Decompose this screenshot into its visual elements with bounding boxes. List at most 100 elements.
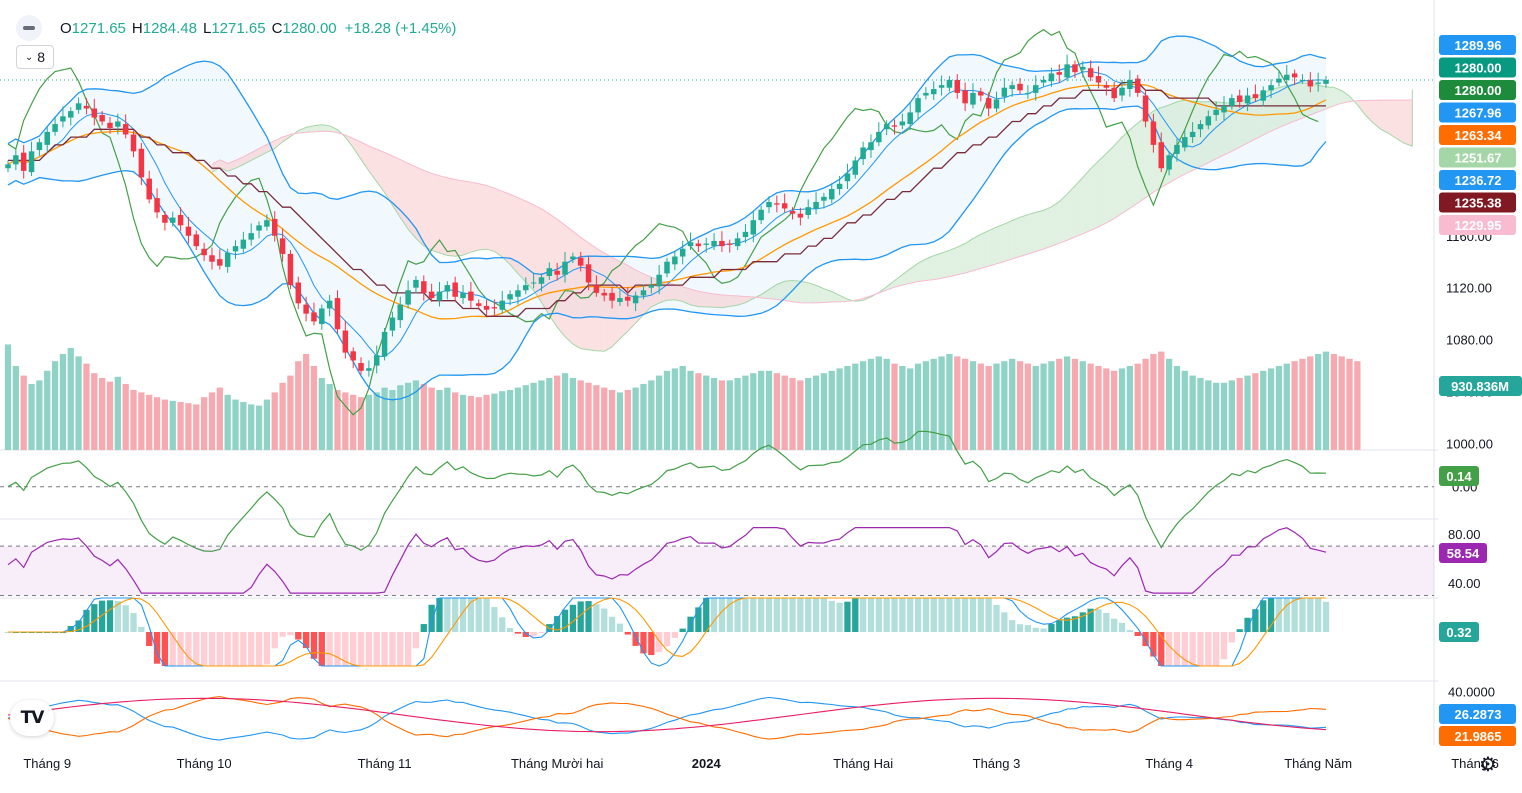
candle-body xyxy=(781,203,788,209)
ichimoku-cloud-segment xyxy=(486,185,495,252)
volume-bar xyxy=(232,399,239,450)
macd-histogram-bar xyxy=(373,632,380,666)
rsi-line xyxy=(7,526,1327,594)
volume-bar xyxy=(99,378,106,450)
ichimoku-cloud-segment xyxy=(1098,153,1107,227)
macd-histogram-bar xyxy=(859,598,867,632)
tradingview-logo-icon[interactable]: TV xyxy=(10,700,54,736)
ichimoku-cloud-segment xyxy=(329,125,338,133)
candle-body xyxy=(1213,109,1219,115)
price-label: 1235.38 xyxy=(1455,196,1502,211)
macd-histogram-bar xyxy=(797,598,804,632)
ichimoku-cloud-segment xyxy=(682,286,691,305)
macd-histogram-bar xyxy=(483,598,490,632)
ichimoku-cloud-segment xyxy=(918,258,926,282)
macd-histogram-bar xyxy=(679,628,686,632)
macd-histogram-bar xyxy=(459,598,467,632)
volume-bar xyxy=(993,363,1000,450)
price-axis-tick: 1120.00 xyxy=(1446,281,1492,296)
dmi-plus-label-box xyxy=(1439,704,1516,724)
ichimoku-cloud-segment xyxy=(667,282,675,301)
macd-histogram-bar xyxy=(577,601,584,632)
ichimoku-span-b xyxy=(211,97,1413,304)
macd-histogram-bar xyxy=(444,598,451,632)
ichimoku-cloud-segment xyxy=(816,285,824,303)
volume-bar xyxy=(624,390,631,450)
macd-histogram-bar xyxy=(1063,617,1071,632)
macd-histogram-bar xyxy=(726,598,733,632)
macd-histogram-bar xyxy=(99,600,106,632)
candle-body xyxy=(1189,131,1196,138)
macd-histogram-bar xyxy=(938,598,945,632)
volume-bar xyxy=(271,392,278,450)
candle-body xyxy=(381,331,388,357)
volume-bar xyxy=(844,366,851,450)
candle-body xyxy=(1001,87,1008,97)
volume-bar xyxy=(656,375,663,450)
macd-histogram-bar xyxy=(695,607,702,632)
ichimoku-cloud-segment xyxy=(706,292,715,308)
macd-histogram-bar xyxy=(506,627,514,632)
volume-bar xyxy=(1001,361,1008,450)
candle-body xyxy=(648,285,655,288)
ichimoku-cloud-segment xyxy=(619,261,628,339)
ichimoku-cloud-segment xyxy=(894,274,903,288)
macd-histogram-bar xyxy=(899,598,906,632)
open-value: 1271.65 xyxy=(71,19,126,37)
ichimoku-cloud-segment xyxy=(1122,129,1130,214)
volume-bar xyxy=(765,370,773,450)
candle-body xyxy=(1095,76,1102,83)
close-label: C xyxy=(271,19,283,37)
price-label: 1289.96 xyxy=(1455,38,1502,53)
ichimoku-cloud-segment xyxy=(761,289,769,299)
time-axis-label: 2024 xyxy=(692,756,722,771)
candle-body xyxy=(44,131,50,145)
ichimoku-cloud-segment xyxy=(604,253,613,352)
candle-body xyxy=(844,173,851,182)
candle-body xyxy=(593,285,600,293)
ichimoku-cloud-segment xyxy=(1082,168,1091,234)
price-label-box xyxy=(1439,147,1516,168)
chevron-down-icon: ⌄ xyxy=(24,51,34,63)
candle-body xyxy=(727,243,733,245)
macd-histogram-bar xyxy=(318,632,325,666)
volume-bar xyxy=(28,384,35,450)
ichimoku-cloud-segment xyxy=(792,280,801,303)
ichimoku-cloud-segment xyxy=(376,149,385,193)
candle-body xyxy=(295,282,302,304)
macd-histogram-bar xyxy=(404,632,412,666)
volume-bar xyxy=(1165,358,1173,450)
volume-bar xyxy=(130,390,137,450)
candle-body xyxy=(248,233,254,240)
candle-body xyxy=(185,226,192,236)
candle-body xyxy=(342,330,349,353)
candle-body xyxy=(319,308,325,325)
candle-body xyxy=(1009,85,1015,90)
macd-histogram-bar xyxy=(153,632,161,664)
volume-bar xyxy=(891,363,898,450)
indicators-toggle-button[interactable]: ⌄ 8 xyxy=(16,45,54,69)
macd-histogram-bar xyxy=(522,632,529,637)
volume-bar xyxy=(828,370,835,450)
candle-body xyxy=(1299,79,1306,81)
candle-body xyxy=(562,261,568,275)
candle-body xyxy=(1252,94,1259,99)
collapse-legend-button[interactable] xyxy=(16,15,42,41)
candle-body xyxy=(836,183,843,190)
macd-histogram-bar xyxy=(287,632,294,636)
ichimoku-cloud-segment xyxy=(298,127,307,134)
candle-body xyxy=(460,292,466,299)
ichimoku-cloud-segment xyxy=(259,144,267,157)
macd-histogram-bar xyxy=(1142,632,1149,647)
high-label: H xyxy=(131,19,143,37)
gear-icon[interactable]: ⚙ xyxy=(1479,753,1497,776)
macd-histogram-bar xyxy=(138,626,145,632)
macd-histogram-bar xyxy=(1071,616,1079,632)
macd-histogram-bar xyxy=(538,632,545,633)
candle-body xyxy=(585,264,592,283)
volume-bar xyxy=(985,366,992,450)
macd-histogram-bar xyxy=(820,598,828,632)
volume-bar xyxy=(1244,375,1251,450)
